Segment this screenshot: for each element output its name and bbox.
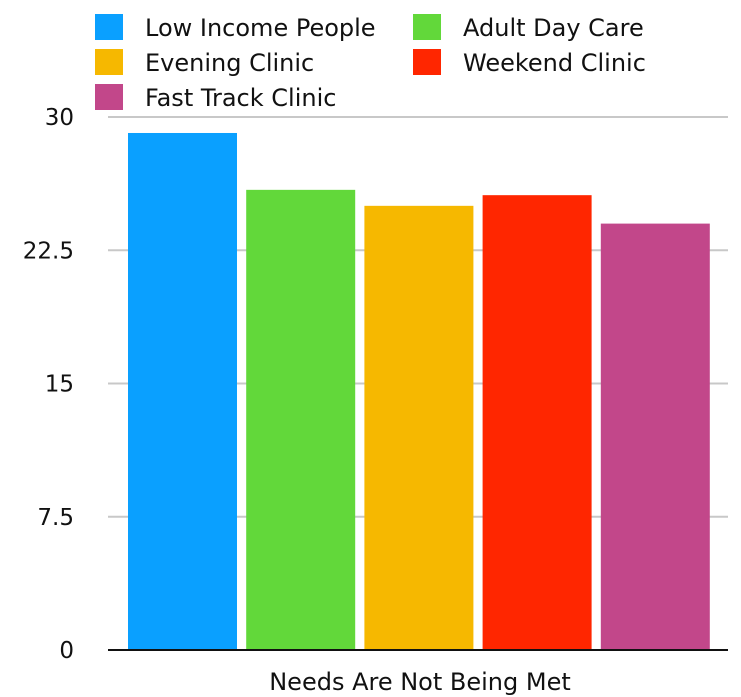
bar-adult-day-care xyxy=(246,189,356,651)
legend-label: Fast Track Clinic xyxy=(145,84,336,112)
legend: Low Income People Adult Day Care Evening C… xyxy=(95,14,646,112)
legend-label: Evening Clinic xyxy=(145,49,314,77)
legend-item: Adult Day Care xyxy=(413,14,644,42)
legend-swatch xyxy=(413,14,441,40)
legend-item: Fast Track Clinic xyxy=(95,84,336,112)
bar-evening-clinic xyxy=(364,205,474,651)
bar-low-income-people xyxy=(128,132,237,651)
legend-label: Adult Day Care xyxy=(463,14,644,42)
bars xyxy=(128,132,710,651)
y-tick-label: 15 xyxy=(45,372,74,398)
bar-weekend-clinic xyxy=(482,195,592,650)
bar-fast-track-clinic xyxy=(600,223,710,650)
y-axis-ticks: 0 7.5 15 22.5 30 xyxy=(23,105,74,664)
legend-item: Weekend Clinic xyxy=(413,49,646,77)
legend-swatch xyxy=(95,49,123,75)
legend-label: Low Income People xyxy=(145,14,376,42)
legend-swatch xyxy=(95,84,123,110)
legend-swatch xyxy=(413,49,441,75)
y-tick-label: 30 xyxy=(45,105,74,131)
legend-item: Low Income People xyxy=(95,14,376,42)
legend-label: Weekend Clinic xyxy=(463,49,646,77)
legend-swatch xyxy=(95,14,123,40)
x-category-label: Needs Are Not Being Met xyxy=(269,668,571,696)
y-tick-label: 7.5 xyxy=(37,505,74,531)
y-tick-label: 0 xyxy=(59,638,74,664)
legend-item: Evening Clinic xyxy=(95,49,314,77)
x-axis-categories: Needs Are Not Being Met xyxy=(269,668,571,696)
y-tick-label: 22.5 xyxy=(23,238,74,264)
